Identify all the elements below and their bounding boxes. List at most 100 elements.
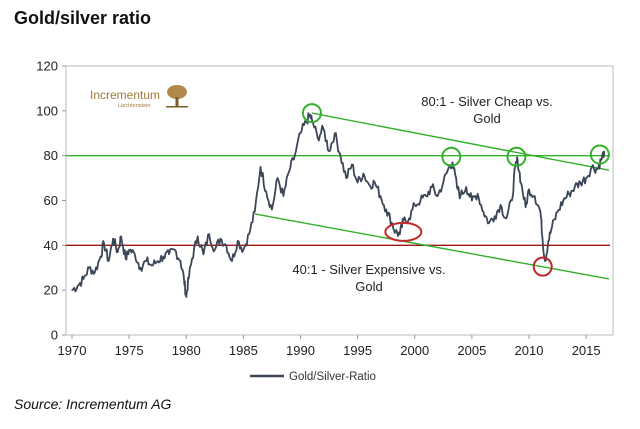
series-point bbox=[596, 168, 599, 170]
series-point bbox=[591, 166, 593, 168]
series-point bbox=[391, 222, 393, 224]
series-point bbox=[125, 258, 127, 260]
series-point bbox=[488, 222, 490, 224]
series-point bbox=[539, 211, 542, 213]
series-point bbox=[551, 226, 553, 228]
series-point bbox=[477, 193, 479, 195]
series-point bbox=[394, 231, 396, 233]
series-point bbox=[208, 233, 210, 235]
series-point bbox=[277, 177, 279, 179]
x-tick-label: 2010 bbox=[515, 343, 544, 358]
series-point bbox=[544, 260, 546, 262]
series-point bbox=[542, 240, 544, 242]
series-point bbox=[547, 240, 550, 242]
y-tick-label: 80 bbox=[44, 148, 58, 163]
series-point bbox=[151, 264, 153, 267]
series-point bbox=[294, 155, 296, 157]
series-point bbox=[556, 211, 559, 213]
series-point bbox=[128, 249, 130, 251]
annotation-top-line2: Gold bbox=[473, 111, 500, 126]
series-point bbox=[465, 186, 467, 188]
source-note: Source: Incrementum AG bbox=[14, 396, 172, 412]
series-point bbox=[112, 238, 114, 240]
highlight-circle-green bbox=[506, 146, 527, 167]
series-point bbox=[248, 233, 250, 235]
series-point bbox=[402, 220, 404, 222]
series-point bbox=[339, 155, 342, 157]
y-tick-label: 100 bbox=[36, 103, 58, 118]
series-point bbox=[385, 208, 387, 211]
reference-lines bbox=[66, 154, 610, 247]
series-point bbox=[187, 278, 190, 280]
series-point bbox=[511, 199, 513, 202]
series-layer bbox=[71, 112, 606, 298]
series-point bbox=[334, 132, 336, 134]
series-point bbox=[107, 260, 110, 262]
series-point bbox=[568, 193, 570, 195]
series-point bbox=[145, 260, 147, 262]
series-point bbox=[345, 177, 347, 179]
highlight-circle-green bbox=[589, 144, 610, 165]
series-point bbox=[451, 161, 454, 163]
series-point bbox=[528, 188, 530, 190]
series-point bbox=[414, 204, 416, 206]
series-point bbox=[456, 186, 458, 188]
series-point bbox=[437, 195, 439, 197]
series-point bbox=[505, 217, 507, 220]
annotation-bottom-line1: 40:1 - Silver Expensive vs. bbox=[292, 262, 445, 277]
highlight-ellipse-red bbox=[384, 221, 423, 242]
oak-tree-icon bbox=[166, 85, 188, 108]
series-point bbox=[288, 170, 290, 172]
series-point bbox=[328, 150, 330, 152]
series-point bbox=[399, 233, 401, 235]
series-point bbox=[357, 181, 359, 184]
x-tick-label: 1970 bbox=[58, 343, 87, 358]
series-point bbox=[520, 181, 522, 184]
logo-name: Incrementum bbox=[90, 88, 160, 102]
x-tick-label: 2015 bbox=[572, 343, 601, 358]
series-point bbox=[214, 249, 216, 251]
series-point bbox=[120, 235, 122, 237]
series-point bbox=[282, 195, 284, 197]
series-point bbox=[117, 251, 119, 253]
series-point bbox=[94, 271, 96, 273]
series-point bbox=[309, 114, 311, 116]
series-point bbox=[299, 132, 302, 134]
series-point bbox=[374, 181, 376, 184]
series-point bbox=[254, 211, 256, 213]
series-point bbox=[271, 208, 273, 211]
series-point bbox=[179, 260, 182, 262]
series-point bbox=[311, 119, 313, 121]
series-point bbox=[368, 184, 370, 186]
series-point bbox=[379, 195, 382, 197]
series-point bbox=[419, 199, 422, 202]
y-tick-label: 60 bbox=[44, 193, 58, 208]
x-tick-label: 1995 bbox=[343, 343, 372, 358]
x-tick-label: 1990 bbox=[286, 343, 315, 358]
y-tick-label: 0 bbox=[51, 328, 58, 343]
series-point bbox=[82, 278, 85, 280]
series-point bbox=[585, 177, 587, 179]
series-point bbox=[202, 253, 204, 255]
series-point bbox=[425, 195, 427, 197]
x-tick-label: 1975 bbox=[115, 343, 144, 358]
annotation-bottom-line2: Gold bbox=[355, 279, 382, 294]
series-point bbox=[579, 181, 582, 184]
series-point bbox=[482, 211, 484, 213]
y-tick-label: 120 bbox=[36, 59, 58, 74]
series-point bbox=[191, 258, 193, 260]
series-point bbox=[603, 150, 606, 152]
x-tick-label: 1980 bbox=[172, 343, 201, 358]
series-point bbox=[174, 249, 176, 251]
series-point bbox=[265, 190, 267, 193]
trend-lines bbox=[254, 112, 610, 280]
series-point bbox=[183, 278, 185, 280]
series-point bbox=[322, 128, 324, 130]
series-point bbox=[242, 249, 244, 251]
series-point bbox=[471, 199, 473, 202]
series-point bbox=[237, 240, 239, 242]
annotation-top: 80:1 - Silver Cheap vs. Gold bbox=[421, 94, 553, 126]
series-point bbox=[534, 195, 536, 197]
series-point bbox=[494, 215, 496, 217]
